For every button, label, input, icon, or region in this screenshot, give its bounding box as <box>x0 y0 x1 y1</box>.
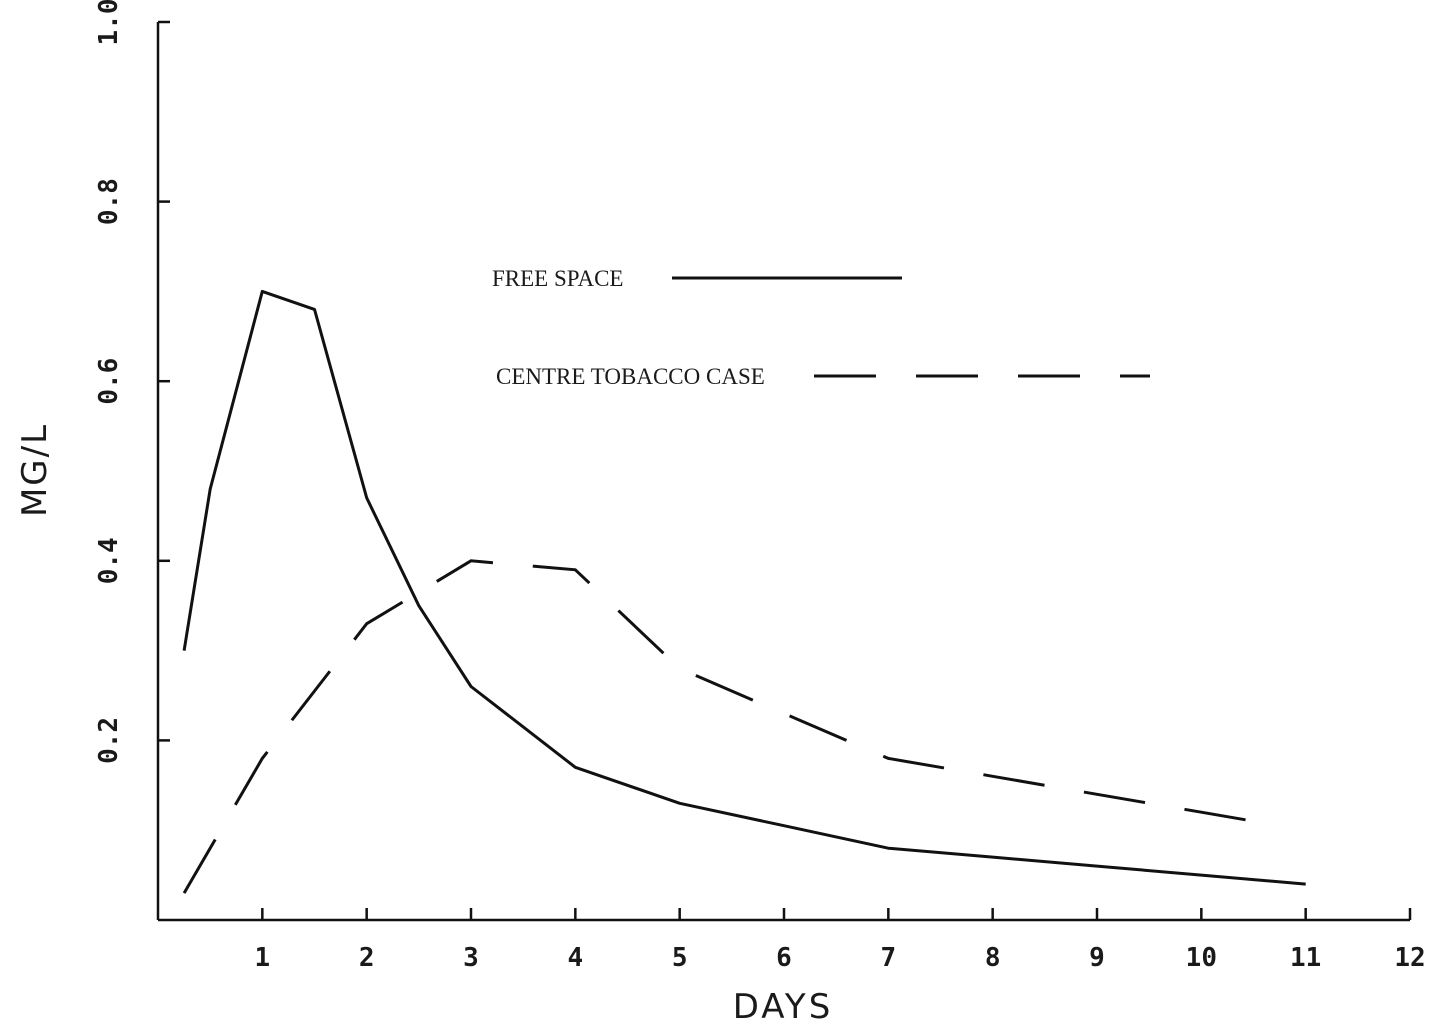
y-tick-label: 0.4 <box>94 537 124 584</box>
series-free-space-line <box>182 289 1306 886</box>
x-axis-title: DAYS <box>733 987 834 1027</box>
y-axis-title: MG/L <box>15 423 55 517</box>
x-ticks: 1 2 3 4 5 6 7 8 9 10 11 12 <box>255 908 1426 973</box>
y-tick-label: 0.8 <box>94 178 124 225</box>
x-tick-label: 10 <box>1186 943 1217 973</box>
legend-label: FREE SPACE <box>492 266 623 291</box>
legend-label: CENTRE TOBACCO CASE <box>496 364 765 389</box>
x-tick-label: 9 <box>1089 943 1105 973</box>
x-tick-label: 4 <box>568 943 584 973</box>
x-tick-label: 2 <box>359 943 375 973</box>
x-tick-label: 12 <box>1394 943 1425 973</box>
x-tick-label: 11 <box>1290 943 1321 973</box>
x-tick-label: 8 <box>985 943 1001 973</box>
y-tick-label: 1.0 <box>94 0 124 45</box>
x-tick-label: 6 <box>776 943 792 973</box>
legend: FREE SPACE CENTRE TOBACCO CASE <box>492 266 1150 389</box>
y-tick-label: 0.2 <box>94 717 124 764</box>
y-tick-label: 0.6 <box>94 358 124 405</box>
y-ticks: 0.2 0.4 0.6 0.8 1.0 <box>94 0 170 764</box>
x-tick-label: 3 <box>463 943 479 973</box>
x-tick-label: 7 <box>881 943 897 973</box>
x-tick-label: 5 <box>672 943 688 973</box>
series-layer <box>182 289 1306 894</box>
x-tick-label: 1 <box>255 943 271 973</box>
series-centre-tobacco-case-line <box>182 559 1254 894</box>
